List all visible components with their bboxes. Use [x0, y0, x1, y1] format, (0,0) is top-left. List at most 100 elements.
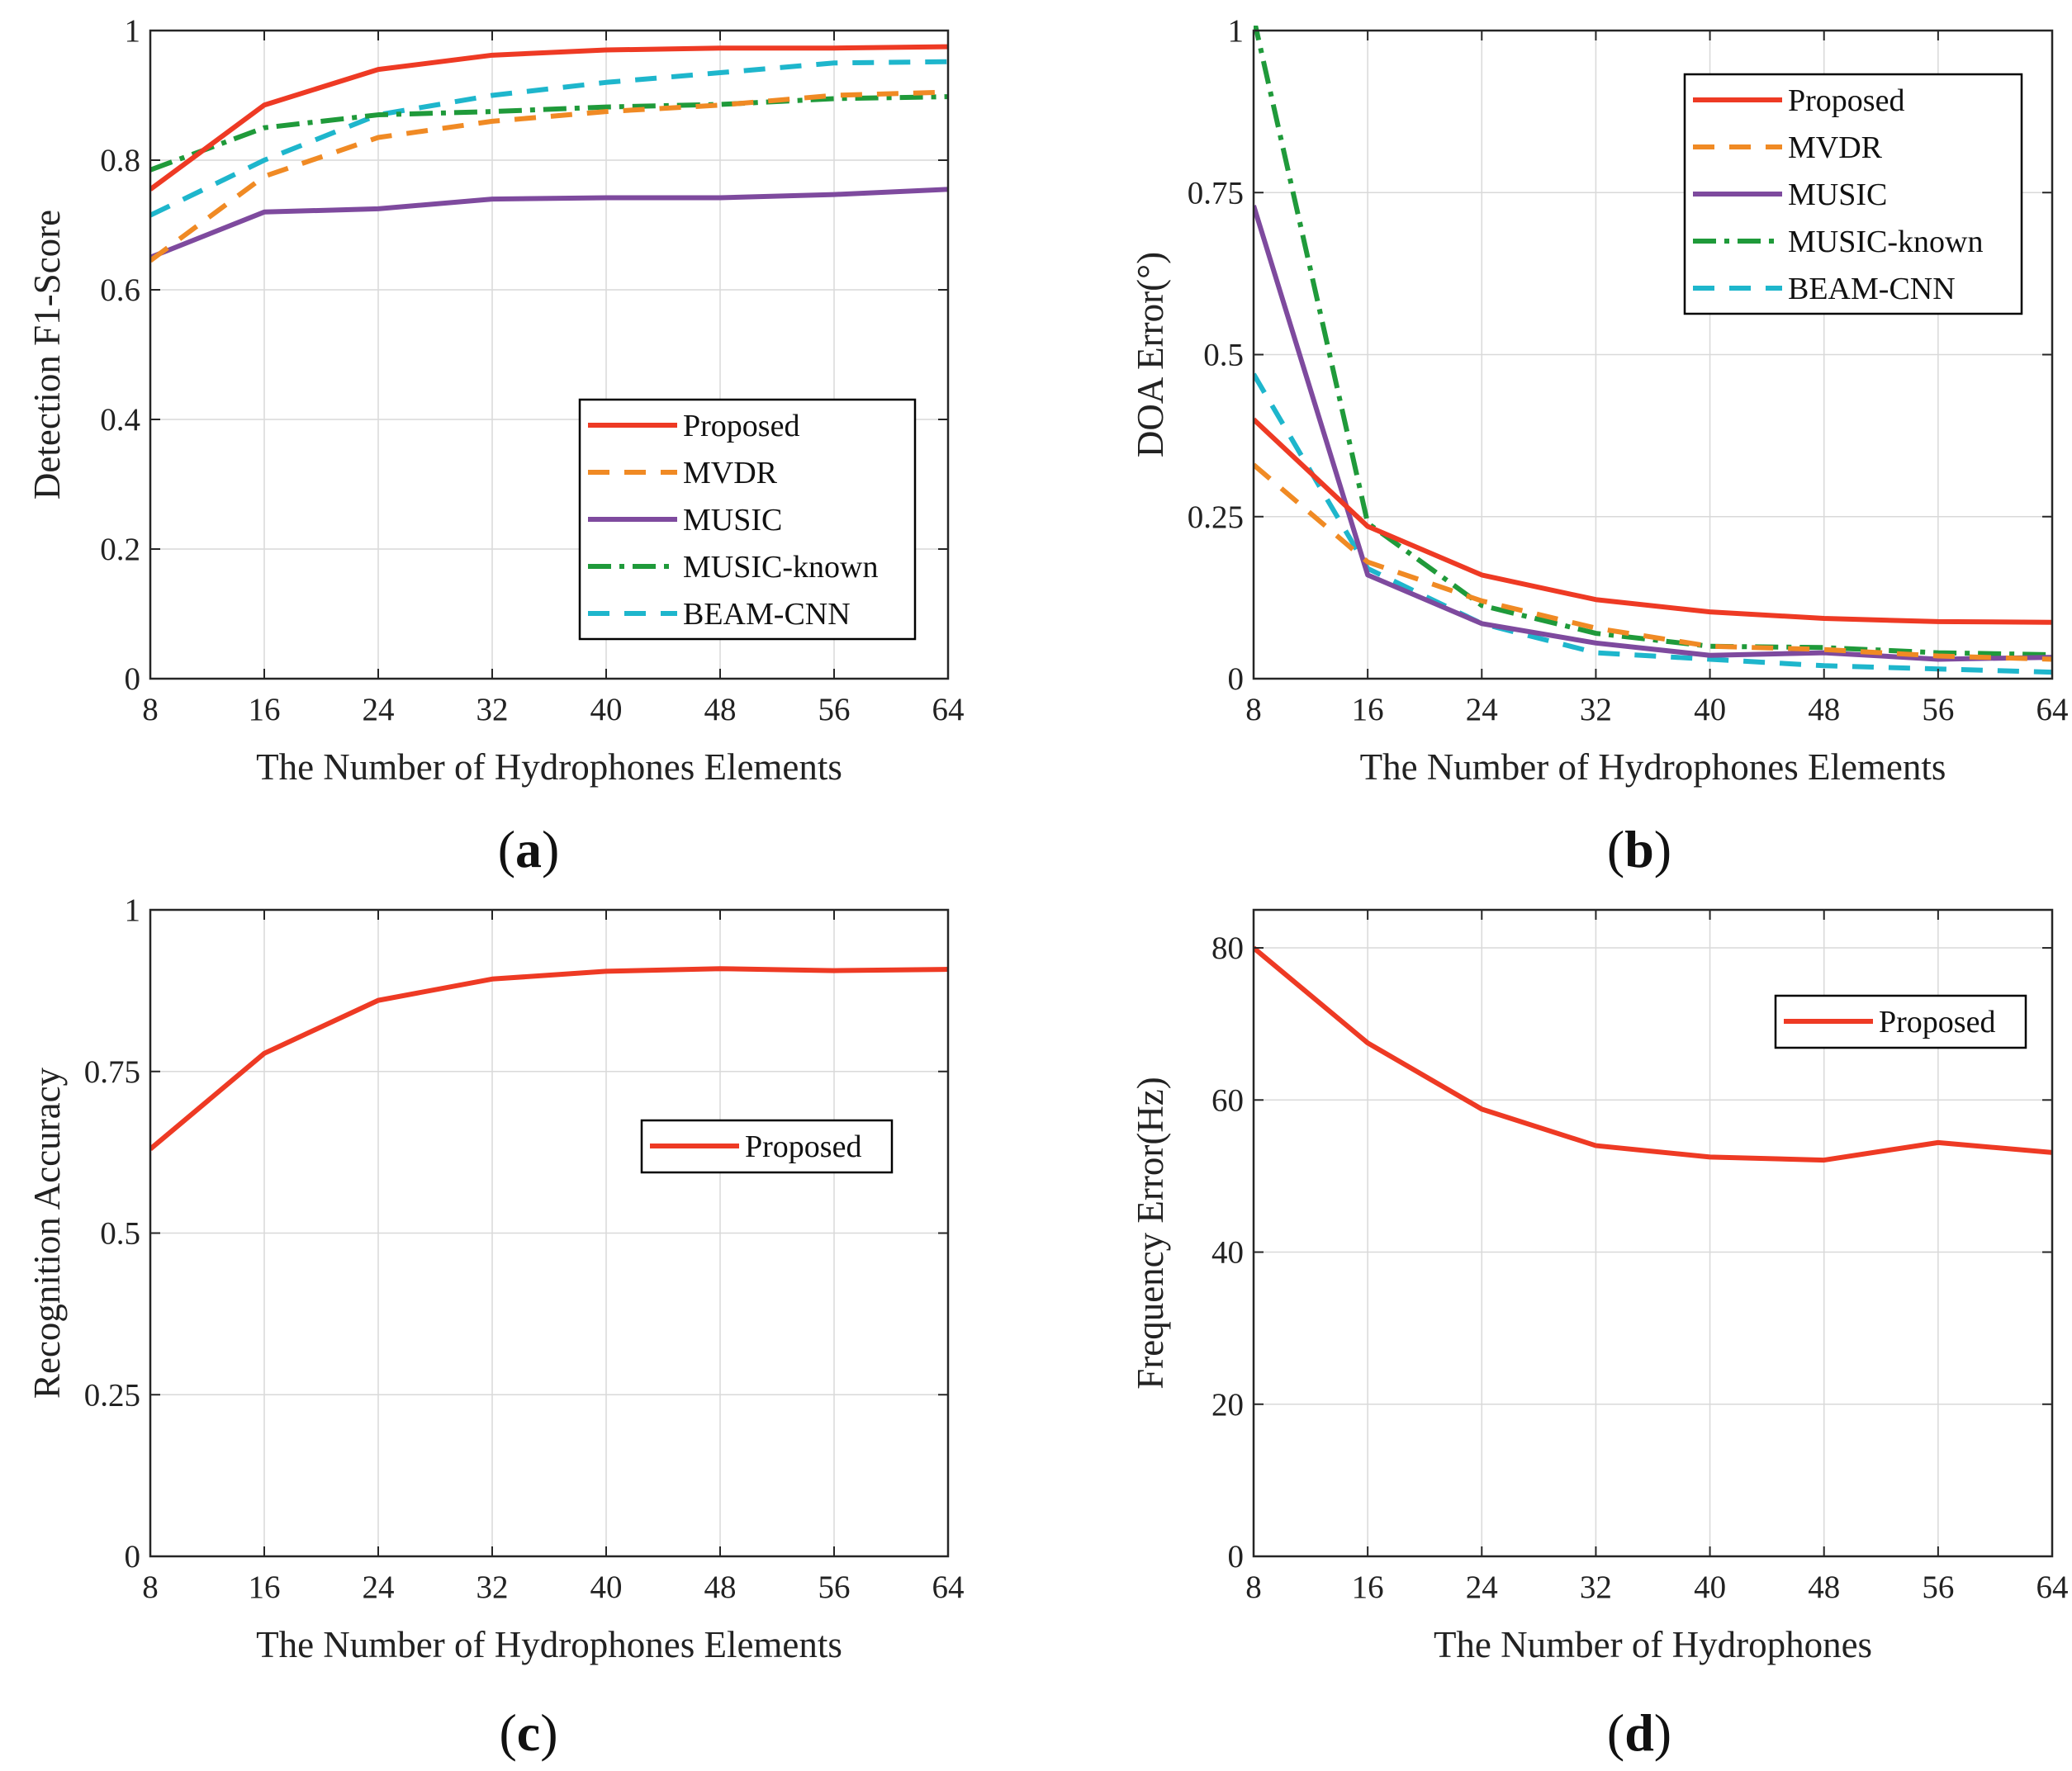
- series-line-music-known: [150, 94, 948, 173]
- series-line-mvdr: [150, 89, 948, 263]
- x-tick-label: 16: [1352, 692, 1384, 727]
- y-axis-label: Recognition Accuracy: [26, 1067, 68, 1399]
- y-tick-label: 0.5: [100, 1216, 140, 1252]
- y-tick-label: 0: [125, 661, 141, 697]
- y-tick-label: 1: [125, 13, 141, 49]
- y-tick-label: 80: [1211, 930, 1244, 966]
- y-tick-label: 1: [1228, 13, 1245, 49]
- legend-label: MUSIC: [1788, 178, 1887, 212]
- legend-label: MUSIC: [683, 503, 782, 537]
- x-tick-label: 8: [142, 692, 159, 727]
- chart-panel-c: 8 16 24 32 40 48 56 64 0 0.25 0.5 0.75 1 The Number o…: [26, 893, 965, 1762]
- x-tick-label: 16: [1352, 1570, 1384, 1605]
- legend-box: [578, 398, 917, 641]
- y-tick-label: 0.4: [100, 402, 140, 438]
- x-tick-label: 56: [1922, 692, 1954, 727]
- series-line-proposed: [150, 966, 948, 1152]
- legend: Proposed: [640, 1119, 894, 1174]
- x-tick-label: 8: [142, 1570, 159, 1605]
- legend: Proposed MVDR MUSIC MUSIC-known BEAM-CNN: [578, 398, 917, 641]
- y-tick-label: 0.8: [100, 143, 140, 178]
- x-tick-label: 32: [1580, 692, 1612, 727]
- x-tick-label: 48: [704, 692, 737, 727]
- x-tick-label: 48: [1808, 1570, 1840, 1605]
- x-tick-label: 24: [363, 692, 395, 727]
- x-tick-label: 48: [1808, 692, 1840, 727]
- x-tick-label: 32: [1580, 1570, 1612, 1605]
- y-tick-label: 0: [1228, 661, 1245, 697]
- x-tick-label: 64: [2036, 692, 2069, 727]
- series-line-proposed: [150, 44, 948, 192]
- x-tick-label: 24: [1466, 692, 1498, 727]
- chart-panel-b: 8 16 24 32 40 48 56 64 0 0.25 0.5 0.75 1 The Number o…: [1130, 13, 2069, 878]
- x-tick-label: 40: [590, 692, 623, 727]
- series-line-proposed: [1254, 417, 2052, 625]
- panel-caption: (a): [498, 820, 560, 878]
- x-tick-label: 56: [818, 1570, 851, 1605]
- series-group: [150, 966, 948, 1152]
- legend-label: MUSIC-known: [683, 550, 878, 585]
- y-axis-label: DOA Error(°): [1130, 252, 1171, 457]
- axes-box: [149, 29, 950, 680]
- y-tick-label: 60: [1211, 1082, 1244, 1118]
- y-tick-label: 1: [125, 893, 141, 928]
- panel-caption: (d): [1607, 1703, 1671, 1762]
- x-axis-label: The Number of Hydrophones: [1434, 1624, 1872, 1665]
- y-tick-label: 20: [1211, 1387, 1244, 1423]
- grid: [149, 909, 949, 1557]
- legend-label: BEAM-CNN: [1788, 272, 1956, 306]
- series-line-beam-cnn: [150, 59, 948, 218]
- x-tick-label: 40: [590, 1570, 623, 1605]
- legend-label: Proposed: [1788, 83, 1904, 118]
- legend: Proposed MVDR MUSIC MUSIC-known BEAM-CNN: [1683, 73, 2023, 315]
- legend-label: MVDR: [1788, 130, 1883, 165]
- y-tick-label: 0.25: [1188, 500, 1244, 535]
- legend-label: Proposed: [1879, 1005, 1995, 1039]
- legend: Proposed: [1774, 994, 2027, 1049]
- panel-caption: (c): [499, 1703, 557, 1762]
- axes-box: [1252, 908, 2054, 1558]
- x-tick-label: 24: [363, 1570, 395, 1605]
- y-tick-label: 0: [125, 1539, 141, 1574]
- y-tick-label: 0.25: [84, 1377, 140, 1413]
- series-line-proposed: [1254, 945, 2052, 1163]
- y-tick-label: 0.5: [1203, 338, 1244, 373]
- x-tick-label: 8: [1245, 692, 1262, 727]
- x-axis-label: The Number of Hydrophones Elements: [1360, 746, 1946, 788]
- x-tick-label: 56: [818, 692, 851, 727]
- y-axis-label: Frequency Error(Hz): [1130, 1077, 1171, 1390]
- y-tick-label: 40: [1211, 1235, 1244, 1271]
- series-line-music: [150, 187, 948, 260]
- legend-label: MUSIC-known: [1788, 225, 1983, 259]
- x-tick-label: 32: [477, 692, 509, 727]
- legend-label: Proposed: [683, 409, 799, 443]
- x-tick-label: 8: [1245, 1570, 1262, 1605]
- series-group: [1254, 945, 2052, 1163]
- x-tick-label: 64: [932, 692, 965, 727]
- legend-label: MVDR: [683, 456, 778, 490]
- x-tick-label: 40: [1694, 692, 1726, 727]
- y-tick-label: 0: [1228, 1539, 1245, 1574]
- legend-label: BEAM-CNN: [683, 597, 851, 632]
- y-tick-label: 0.2: [100, 532, 140, 567]
- x-tick-label: 16: [249, 692, 281, 727]
- series-group: [1254, 26, 2052, 675]
- legend-label: Proposed: [745, 1129, 861, 1164]
- series-line-mvdr: [1254, 462, 2052, 662]
- x-tick-label: 16: [249, 1570, 281, 1605]
- chart-panel-d: 8 16 24 32 40 48 56 64 0 20 40 60 80 The Number of Hy…: [1130, 908, 2069, 1762]
- series-group: [150, 44, 948, 263]
- series-line-music: [1254, 205, 2052, 662]
- x-axis-label: The Number of Hydrophones Elements: [256, 1624, 842, 1665]
- x-axis-label: The Number of Hydrophones Elements: [256, 746, 842, 788]
- y-tick-label: 0.6: [100, 272, 140, 308]
- y-axis-label: Detection F1-Score: [26, 210, 68, 500]
- x-tick-label: 48: [704, 1570, 737, 1605]
- chart-panel-a: 8 16 24 32 40 48 56 64 0 0.2 0.4 0.6 0.8 1 The Number …: [26, 13, 965, 878]
- x-tick-label: 40: [1694, 1570, 1726, 1605]
- x-tick-label: 32: [477, 1570, 509, 1605]
- panel-caption: (b): [1607, 820, 1671, 878]
- y-tick-label: 0.75: [84, 1054, 140, 1090]
- y-tick-label: 0.75: [1188, 175, 1244, 211]
